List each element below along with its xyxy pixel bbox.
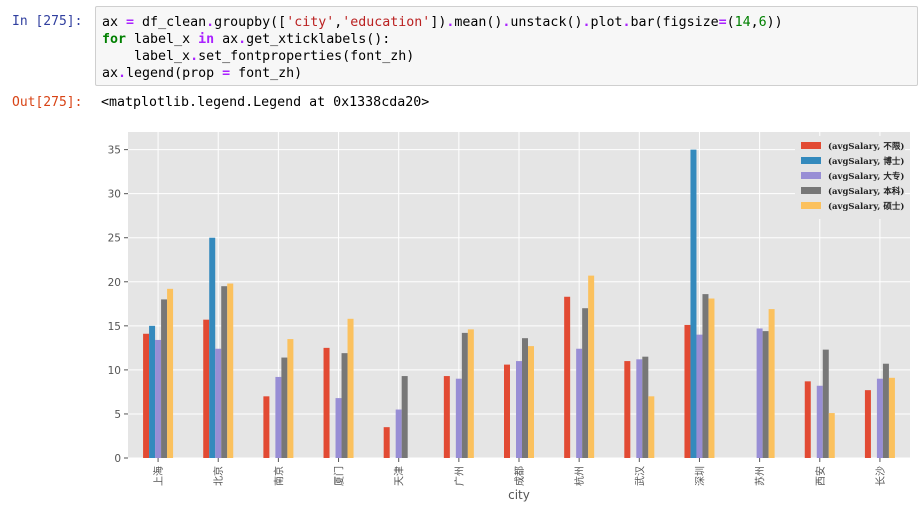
bar-4-9 (708, 298, 715, 458)
bar-4-12 (888, 377, 895, 458)
bar-4-5 (467, 329, 474, 458)
bar-3-12 (882, 363, 889, 458)
bar-4-7 (588, 275, 595, 458)
bar-1-0 (149, 325, 156, 458)
bar-0-0 (143, 333, 150, 458)
bar-2-4 (395, 409, 402, 458)
x-axis-label: city (508, 488, 530, 502)
y-tick-label: 35 (108, 145, 121, 157)
bar-4-0 (167, 288, 174, 458)
legend-swatch (801, 142, 821, 149)
legend-label: (avgSalary, 大专) (828, 171, 904, 182)
x-tick-label: 厦门 (333, 466, 346, 486)
legend-label: (avgSalary, 不限) (828, 141, 904, 152)
x-tick-label: 北京 (212, 466, 225, 486)
y-tick-label: 15 (108, 321, 121, 333)
bar-4-2 (287, 339, 294, 458)
bar-2-3 (335, 398, 342, 458)
legend-swatch (801, 202, 821, 209)
bar-1-1 (209, 237, 216, 458)
bar-4-10 (768, 309, 775, 458)
bar-2-1 (215, 348, 222, 458)
bar-2-8 (636, 359, 643, 458)
bar-1-9 (690, 149, 697, 458)
input-prompt: In [275]: (12, 14, 83, 29)
y-tick-label: 25 (108, 233, 121, 245)
input-cell: In [275]: ax = df_clean.groupby(['city',… (0, 6, 920, 90)
bar-3-9 (702, 294, 709, 458)
code-line: ax = df_clean.groupby(['city','education… (102, 15, 783, 30)
bar-3-0 (161, 299, 168, 458)
x-tick-label: 南京 (272, 466, 285, 486)
legend-swatch (801, 157, 821, 164)
x-tick-label: 苏州 (754, 466, 767, 486)
bar-0-4 (383, 427, 390, 458)
bar-3-10 (762, 331, 769, 458)
bar-3-3 (341, 353, 348, 458)
code-line: for label_x in ax.get_xticklabels(): (102, 32, 391, 47)
bar-4-3 (347, 318, 354, 458)
bar-2-2 (275, 376, 282, 458)
bar-2-0 (155, 339, 162, 458)
output-text: <matplotlib.legend.Legend at 0x1338cda20… (101, 95, 430, 110)
code-editor[interactable]: ax = df_clean.groupby(['city','education… (95, 6, 918, 86)
x-tick-label: 天津 (394, 466, 406, 486)
bar-3-11 (822, 349, 829, 458)
bar-2-12 (876, 378, 883, 458)
bar-0-7 (564, 296, 571, 458)
bar-0-12 (864, 390, 871, 458)
bar-chart: 0 5 10 15 20 25 30 35 上海 北京 南京 厦门 天津 广州 成都 杭州 武汉 深圳 苏州 西安 长沙… (108, 132, 910, 502)
x-tick-label: 西安 (814, 466, 827, 486)
bar-3-6 (522, 338, 528, 458)
x-tick-label: 上海 (152, 466, 165, 486)
output-cell: Out[275]: <matplotlib.legend.Legend at 0… (0, 92, 920, 116)
legend-label: (avgSalary, 硕士) (828, 201, 904, 212)
bar-3-8 (642, 356, 649, 458)
bar-0-6 (504, 364, 510, 458)
code-line: label_x.set_fontproperties(font_zh) (102, 49, 415, 64)
x-tick-label: 深圳 (694, 466, 706, 486)
legend-label: (avgSalary, 本科) (828, 186, 904, 197)
bar-3-7 (582, 308, 589, 458)
bar-3-1 (221, 286, 228, 458)
x-tick-label: 广州 (454, 466, 466, 486)
y-tick-label: 10 (108, 365, 121, 377)
bar-0-9 (684, 324, 691, 458)
legend-swatch (801, 172, 821, 179)
bar-4-11 (828, 413, 835, 458)
bar-3-4 (401, 376, 408, 458)
bar-3-2 (281, 357, 288, 458)
bar-4-1 (227, 283, 234, 458)
x-tick-label: 成都 (514, 466, 526, 486)
bar-0-8 (624, 361, 631, 458)
bar-0-2 (263, 396, 270, 458)
bar-2-9 (696, 334, 703, 458)
y-tick-label: 0 (114, 453, 121, 465)
y-tick-label: 5 (114, 409, 121, 421)
x-tick-label: 武汉 (633, 466, 646, 486)
bar-0-5 (443, 376, 450, 458)
bar-2-11 (816, 385, 823, 458)
y-tick-label: 20 (108, 277, 121, 289)
bar-3-5 (461, 332, 468, 458)
bar-2-6 (516, 361, 522, 458)
output-prompt: Out[275]: (12, 95, 83, 110)
code-line: ax.legend(prop = font_zh) (102, 66, 303, 81)
bar-0-3 (323, 347, 330, 458)
y-tick-label: 30 (108, 189, 121, 201)
legend-label: (avgSalary, 博士) (828, 156, 904, 167)
bar-4-8 (648, 396, 655, 458)
code-text[interactable]: ax = df_clean.groupby(['city','education… (96, 7, 917, 89)
bar-2-7 (576, 348, 583, 458)
bar-4-6 (528, 346, 534, 458)
x-tick-label: 长沙 (875, 466, 887, 486)
bar-2-10 (756, 328, 763, 458)
bar-2-5 (455, 378, 462, 458)
bar-0-11 (804, 381, 811, 458)
legend-swatch (801, 187, 821, 194)
x-tick-label: 杭州 (573, 466, 586, 486)
bar-0-1 (203, 319, 210, 458)
